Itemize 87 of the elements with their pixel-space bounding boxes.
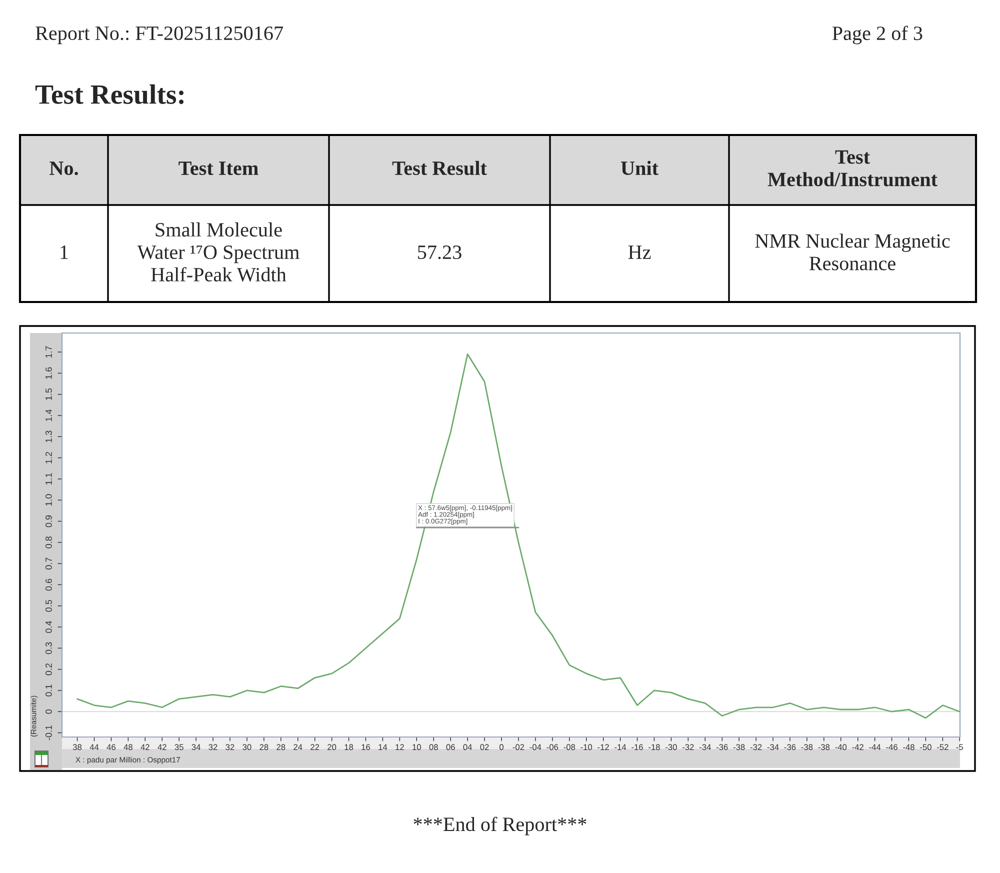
x-tick-label: 22 [310, 744, 320, 750]
text: Test Item [178, 162, 258, 176]
y-tick-label: 1.6 [45, 367, 52, 379]
x-tick-label: 08 [429, 744, 438, 750]
x-tick-label: -18 [648, 744, 660, 750]
x-tick-label: 32 [226, 744, 234, 750]
text: Report No.: FT-202511250167 [36, 26, 283, 44]
x-tick-label: -14 [614, 744, 626, 750]
text: Test Result [392, 160, 487, 176]
x-tick-label: 30 [242, 744, 252, 750]
x-tick-label: -44 [869, 744, 881, 750]
y-tick-label: 0.5 [45, 600, 52, 612]
x-tick-label: 24 [294, 744, 302, 750]
x-tick-label: 46 [106, 744, 116, 750]
y-tick-label: 0.3 [45, 642, 52, 654]
x-tick-label: -04 [530, 744, 542, 750]
y-tick-label: 1.3 [45, 430, 52, 442]
x-tick-label: -02 [512, 744, 524, 750]
y-tick-label: 1.7 [46, 346, 52, 358]
x-tick-label: -16 [632, 744, 643, 750]
x-tick-label: -08 [564, 744, 576, 750]
y-tick-label: 1.5 [46, 388, 52, 400]
x-tick-label: 14 [378, 744, 388, 750]
y-tick-label: -0.1 [45, 725, 52, 740]
y-tick-label: 1.2 [45, 452, 52, 464]
y-tick-label: 1.0 [45, 494, 52, 506]
y-tick-label: 0.4 [45, 621, 52, 633]
y-tick-label: 0.7 [45, 558, 52, 570]
x-tick-label: -10 [580, 744, 592, 750]
line-series [76, 353, 960, 719]
x-tick-label: 42 [158, 744, 166, 750]
x-tick-label: 34 [192, 744, 200, 750]
x-tick-label: 12 [396, 744, 404, 750]
x-tick-label: -50 [920, 744, 932, 750]
y-tick-label: 0 [45, 709, 52, 714]
text: ***End of Report*** [414, 816, 586, 836]
text: No. [50, 162, 78, 176]
x-tick-label: -38 [818, 744, 830, 750]
y-tick-label: 1.1 [46, 473, 52, 485]
x-tick-label: 06 [446, 744, 455, 750]
text: 57.23 [418, 246, 462, 260]
x-tick-label: -32 [682, 744, 694, 750]
x-tick-label: -5 [956, 744, 964, 750]
text: Hz [628, 246, 651, 259]
x-tick-label: -48 [903, 744, 914, 750]
text: 1 [60, 246, 68, 259]
x-tick-label: -38 [733, 744, 745, 750]
x-tick-label: 10 [412, 744, 421, 750]
x-tick-label: -38 [801, 744, 813, 750]
x-tick-label: 32 [208, 744, 218, 750]
x-tick-label: -30 [666, 744, 677, 750]
x-tick-label: -40 [835, 744, 847, 750]
x-tick-label: 02 [480, 744, 489, 750]
x-tick-label: 20 [328, 744, 336, 750]
y-tick-label: 0.2 [45, 663, 52, 676]
x-tick-label: -36 [716, 744, 728, 750]
text: Unit [620, 160, 658, 176]
text: Small Molecule Water ¹⁷O Spectrum Half-Peak Width [137, 222, 300, 282]
text: Test Method/Instrument [768, 150, 938, 186]
x-tick-label: 44 [90, 744, 99, 750]
x-tick-label: -52 [937, 744, 948, 750]
text: Page 2 of 3 [832, 26, 922, 44]
text: NMR Nuclear Magnetic Resonance [755, 234, 950, 270]
x-tick-label: 18 [344, 744, 354, 750]
x-tick-label: 0 [500, 744, 504, 750]
x-tick-label: 38 [72, 744, 82, 750]
y-tick-label: 0.8 [45, 536, 52, 548]
x-tick-label: 04 [463, 744, 472, 750]
y-tick-label: 1.4 [46, 409, 52, 422]
x-tick-label: -36 [784, 744, 796, 750]
x-tick-label: 28 [276, 744, 286, 750]
chart-title: Test Results: [35, 84, 184, 104]
x-tick-label: -42 [852, 744, 864, 750]
x-tick-label: 16 [362, 744, 370, 750]
y-tick-label: 0.9 [45, 515, 52, 528]
x-tick-label: -46 [886, 744, 898, 750]
x-tick-label: -12 [598, 744, 609, 750]
x-tick-label: 48 [124, 744, 132, 750]
y-tick-label: 0.1 [45, 684, 52, 696]
x-tick-label: -34 [767, 744, 779, 750]
x-tick-label: -34 [699, 744, 711, 750]
x-tick-label: 28 [260, 744, 268, 750]
x-tick-label: -32 [750, 744, 762, 750]
y-tick-label: 0.6 [45, 578, 52, 591]
x-tick-label: 42 [140, 744, 150, 750]
x-tick-label: 35 [174, 744, 184, 750]
x-tick-label: -06 [546, 744, 558, 750]
